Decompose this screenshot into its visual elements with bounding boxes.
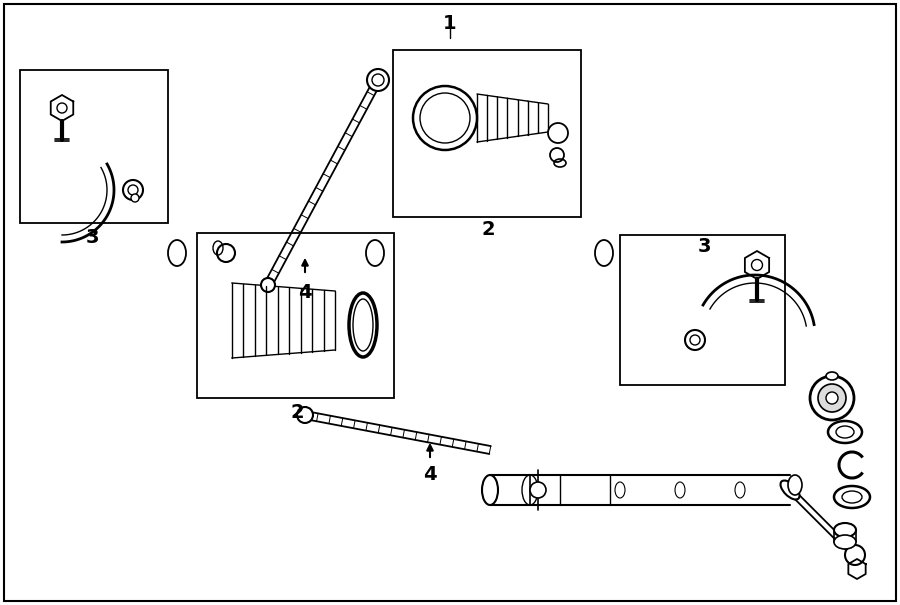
Ellipse shape	[353, 299, 373, 351]
Circle shape	[367, 69, 389, 91]
Ellipse shape	[836, 426, 854, 438]
Circle shape	[550, 148, 564, 162]
Circle shape	[826, 392, 838, 404]
Ellipse shape	[842, 491, 862, 503]
Text: 3: 3	[86, 228, 99, 247]
Circle shape	[128, 185, 138, 195]
Ellipse shape	[826, 372, 838, 380]
Circle shape	[413, 86, 477, 150]
Circle shape	[845, 545, 865, 565]
Text: 2: 2	[290, 403, 304, 422]
Text: 1: 1	[443, 14, 457, 33]
Ellipse shape	[780, 480, 799, 500]
Text: 3: 3	[698, 237, 711, 256]
Bar	[393, 50, 581, 217]
Ellipse shape	[349, 293, 377, 357]
Circle shape	[818, 384, 846, 412]
Text: 4: 4	[423, 465, 436, 484]
Circle shape	[690, 335, 700, 345]
Circle shape	[131, 194, 139, 202]
Circle shape	[420, 93, 470, 143]
Circle shape	[297, 407, 313, 423]
Bar	[620, 235, 785, 385]
Ellipse shape	[834, 535, 856, 549]
Bar	[20, 70, 168, 223]
Circle shape	[810, 376, 854, 420]
Ellipse shape	[834, 523, 856, 537]
Ellipse shape	[834, 486, 870, 508]
Circle shape	[217, 244, 235, 262]
Circle shape	[530, 482, 546, 498]
Circle shape	[261, 278, 275, 292]
Circle shape	[548, 123, 568, 143]
Ellipse shape	[788, 475, 802, 495]
Text: 4: 4	[298, 283, 311, 302]
Ellipse shape	[828, 421, 862, 443]
Bar	[197, 233, 394, 398]
Circle shape	[372, 74, 384, 86]
Text: 2: 2	[482, 220, 495, 239]
